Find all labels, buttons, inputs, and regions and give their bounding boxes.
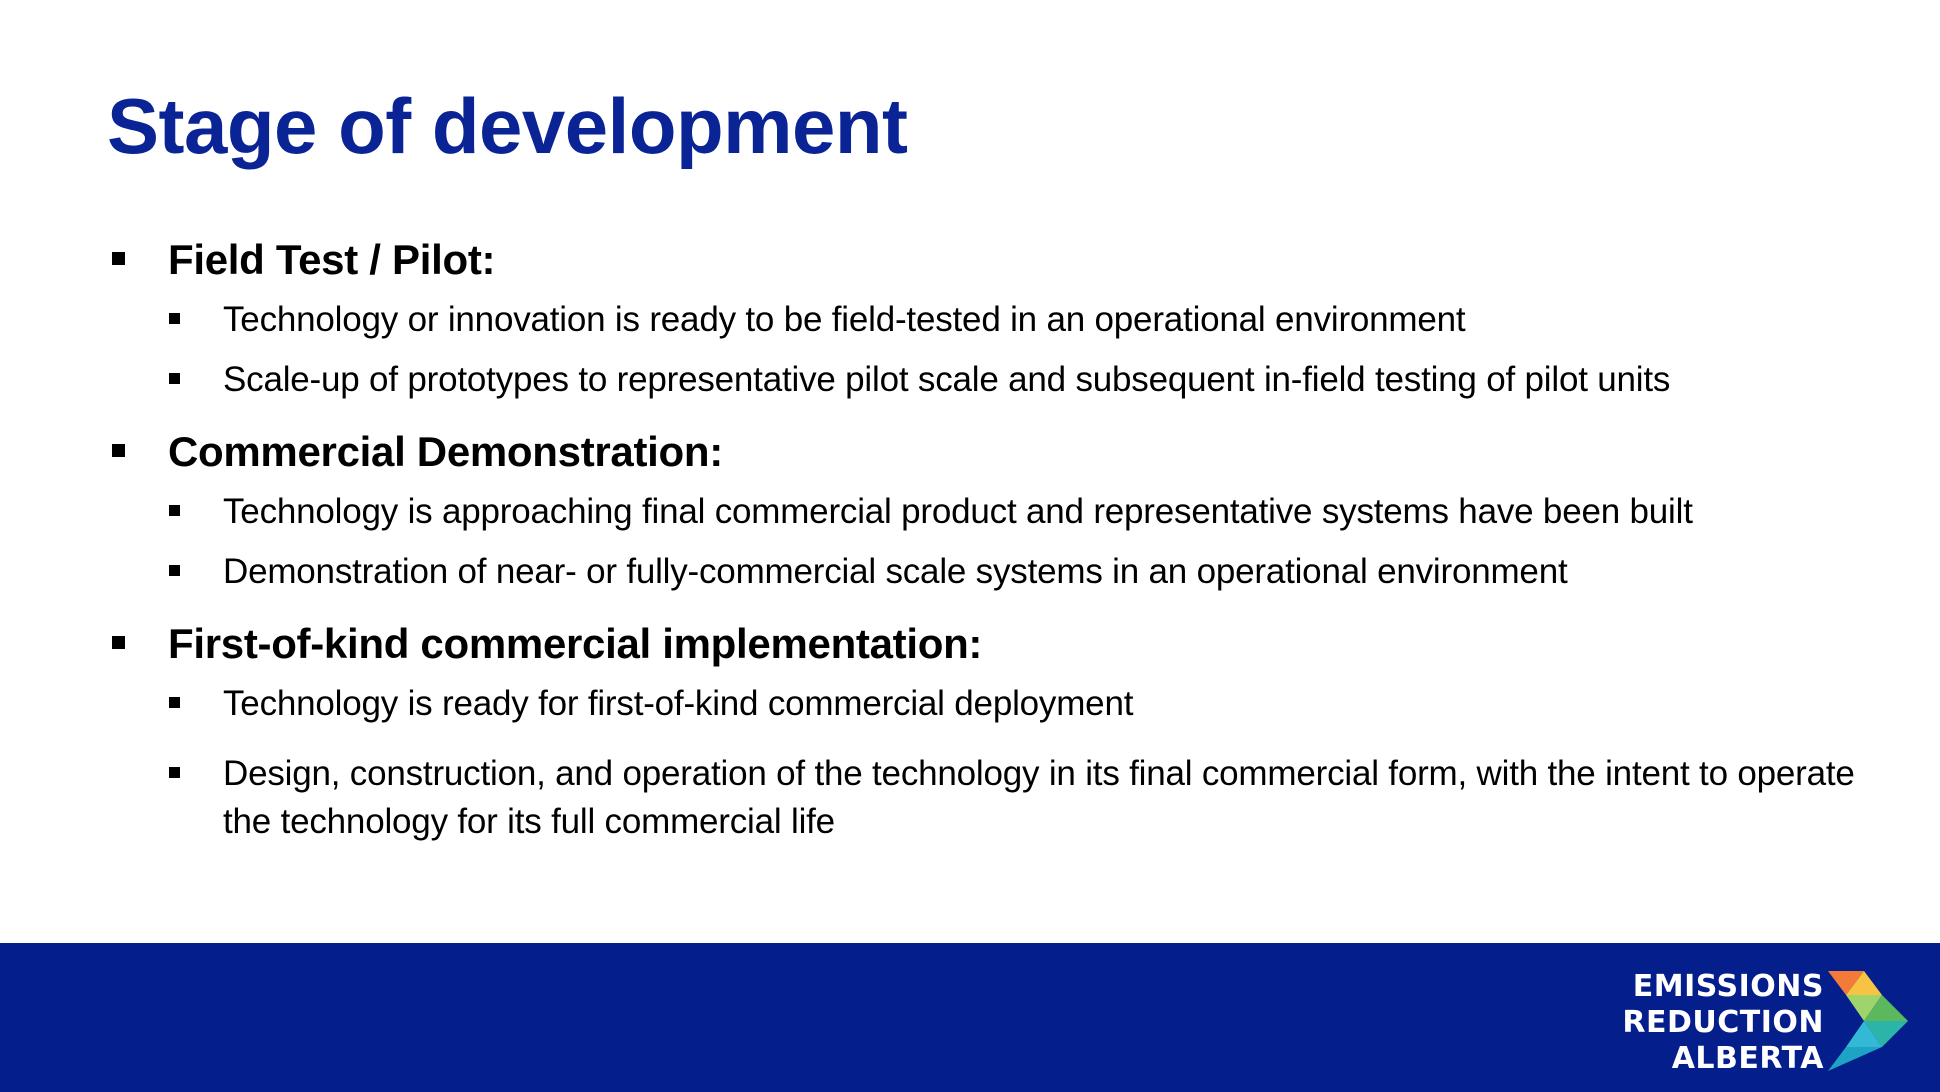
section-heading-text: Field Test / Pilot: [168, 236, 496, 283]
section-heading: Field Test / Pilot: [112, 232, 1892, 288]
square-bullet-icon [112, 252, 125, 265]
square-bullet-icon [169, 373, 180, 384]
list-item: Scale-up of prototypes to representative… [112, 356, 1892, 404]
square-bullet-icon [112, 444, 125, 457]
square-bullet-icon [169, 505, 180, 516]
square-bullet-icon [169, 697, 180, 708]
square-bullet-icon [169, 313, 180, 324]
section-heading-text: First-of-kind commercial implementation: [168, 620, 983, 667]
logo-line: REDUCTION [1622, 1005, 1824, 1040]
logo-line: EMISSIONS [1632, 969, 1824, 1004]
section-first-of-kind: First-of-kind commercial implementation:… [112, 616, 1892, 846]
list-item-text: Technology is ready for first-of-kind co… [223, 684, 1134, 723]
sub-bullet-list: Technology is approaching final commerci… [112, 488, 1892, 596]
list-item-text: Scale-up of prototypes to representative… [223, 360, 1671, 399]
section-commercial-demonstration: Commercial Demonstration: Technology is … [112, 424, 1892, 596]
section-heading: Commercial Demonstration: [112, 424, 1892, 480]
sub-bullet-list: Technology or innovation is ready to be … [112, 296, 1892, 404]
chevron-logo-icon [1828, 971, 1908, 1071]
slide-title: Stage of development [107, 82, 908, 170]
list-item: Technology is approaching final commerci… [112, 488, 1892, 536]
footer-bar: EMISSIONS REDUCTION ALBERTA [0, 943, 1940, 1092]
bullet-content: Field Test / Pilot: Technology or innova… [112, 232, 1892, 846]
list-item: Technology is ready for first-of-kind co… [112, 680, 1892, 728]
square-bullet-icon [169, 767, 180, 778]
list-item: Demonstration of near- or fully-commerci… [112, 548, 1892, 596]
section-field-test: Field Test / Pilot: Technology or innova… [112, 232, 1892, 404]
list-item-text: Demonstration of near- or fully-commerci… [223, 552, 1568, 591]
sub-bullet-list: Technology is ready for first-of-kind co… [112, 680, 1892, 846]
emissions-reduction-alberta-logo: EMISSIONS REDUCTION ALBERTA [1622, 969, 1908, 1077]
square-bullet-icon [112, 636, 125, 649]
section-heading: First-of-kind commercial implementation: [112, 616, 1892, 672]
list-item-text: Design, construction, and operation of t… [223, 754, 1855, 841]
section-heading-text: Commercial Demonstration: [168, 428, 723, 475]
square-bullet-icon [169, 565, 180, 576]
logo-wordmark: EMISSIONS REDUCTION ALBERTA [1622, 969, 1824, 1077]
list-item: Technology or innovation is ready to be … [112, 296, 1892, 344]
list-item: Design, construction, and operation of t… [112, 750, 1892, 846]
list-item-text: Technology is approaching final commerci… [223, 492, 1693, 531]
list-item-text: Technology or innovation is ready to be … [223, 300, 1466, 339]
logo-line: ALBERTA [1671, 1041, 1824, 1076]
